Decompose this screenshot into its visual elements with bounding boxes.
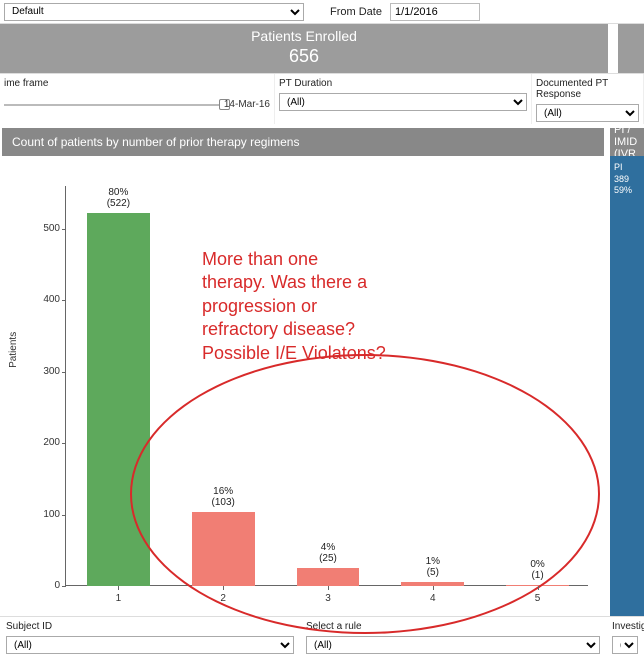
kpi-row: Patients Enrolled 656 <box>0 24 644 73</box>
y-tick: 400 <box>26 294 60 305</box>
investigator-cell: Investigator Assess (All) <box>606 617 644 658</box>
subject-id-dropdown[interactable]: (All) <box>6 636 294 654</box>
pt-duration-label: PT Duration <box>279 78 527 89</box>
y-tick: 500 <box>26 223 60 234</box>
kpi-title: Patients Enrolled <box>0 28 608 44</box>
filter-shelf: ime frame 14-Mar-16 PT Duration (All) Do… <box>0 73 644 124</box>
chart-title: Count of patients by number of prior the… <box>12 135 299 149</box>
y-tick: 100 <box>26 509 60 520</box>
kpi-value: 656 <box>0 46 608 67</box>
bar-value-label: 80% (522) <box>83 187 153 209</box>
tree-label: PI 389 59% <box>614 162 632 197</box>
chart-title-bar: Count of patients by number of prior the… <box>2 128 604 156</box>
timeframe-slider[interactable]: 14-Mar-16 <box>4 95 270 115</box>
x-tick: 4 <box>380 593 485 604</box>
annotation-ellipse <box>130 354 600 634</box>
timeframe-filter: ime frame 14-Mar-16 <box>0 74 275 124</box>
from-date-label: From Date <box>330 6 382 18</box>
annotation-text: More than one therapy. Was there a progr… <box>202 248 386 365</box>
investigator-dropdown[interactable]: (All) <box>612 636 638 654</box>
bar-chart[interactable]: Patients 80% (522)16% (103)4% (25)1% (5)… <box>2 156 604 616</box>
x-tick: 2 <box>171 593 276 604</box>
y-axis-label: Patients <box>8 332 19 368</box>
y-tick: 0 <box>26 580 60 591</box>
default-dropdown[interactable]: Default <box>4 3 304 21</box>
subject-id-label: Subject ID <box>6 621 294 632</box>
y-tick: 200 <box>26 437 60 448</box>
main-chart-panel: Count of patients by number of prior the… <box>2 128 604 616</box>
side-chart-panel: PI / IMID (IVR PI 389 59% <box>610 128 644 616</box>
tree-panel[interactable]: PI 389 59% <box>610 156 644 616</box>
subject-id-cell: Subject ID (All) <box>0 617 300 658</box>
doc-pt-filter: Documented PT Response (All) <box>532 74 644 124</box>
charts-row: Count of patients by number of prior the… <box>0 124 644 616</box>
pt-duration-dropdown[interactable]: (All) <box>279 93 527 111</box>
investigator-label: Investigator Assess <box>612 621 638 632</box>
pt-duration-filter: PT Duration (All) <box>275 74 532 124</box>
default-dropdown-wrap: Default <box>0 3 330 21</box>
side-chart-title-bar: PI / IMID (IVR <box>610 128 644 156</box>
x-tick: 5 <box>485 593 590 604</box>
side-chart-title: PI / IMID (IVR <box>614 124 637 160</box>
top-filter-row: Default From Date <box>0 0 644 24</box>
x-tick: 3 <box>276 593 381 604</box>
x-tick: 1 <box>66 593 171 604</box>
slider-track <box>4 104 220 106</box>
y-tick: 300 <box>26 366 60 377</box>
rule-dropdown[interactable]: (All) <box>306 636 600 654</box>
from-date-input[interactable] <box>390 3 480 21</box>
kpi-patients-enrolled: Patients Enrolled 656 <box>0 24 608 73</box>
slider-date-label: 14-Mar-16 <box>224 99 270 110</box>
doc-pt-dropdown[interactable]: (All) <box>536 104 639 122</box>
kpi-secondary <box>618 24 644 73</box>
doc-pt-label: Documented PT Response <box>536 78 639 100</box>
timeframe-label: ime frame <box>4 78 270 89</box>
